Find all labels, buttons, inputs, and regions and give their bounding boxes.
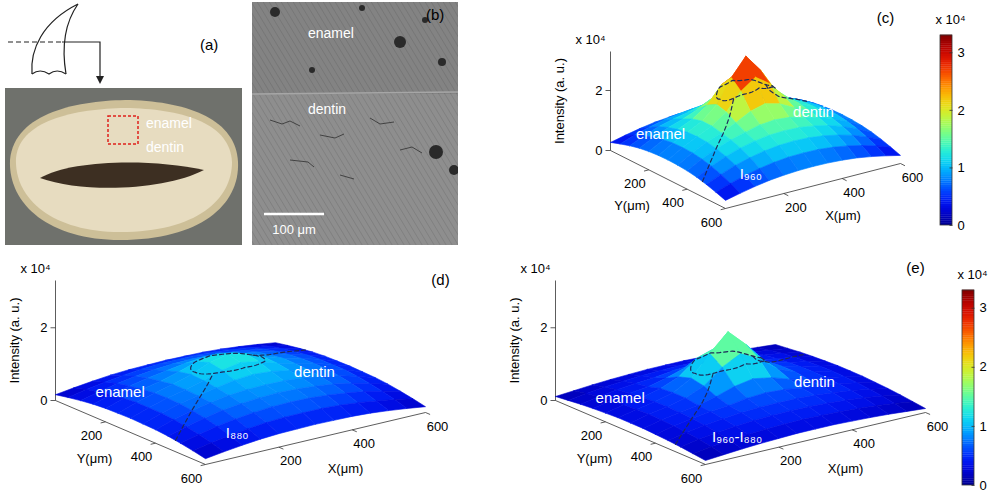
svg-text:200: 200 [785,200,807,215]
svg-text:2: 2 [540,320,547,335]
svg-text:600: 600 [427,419,449,434]
svg-text:enamel: enamel [308,25,354,41]
svg-text:x 10⁴: x 10⁴ [521,261,551,276]
svg-text:0: 0 [40,393,47,408]
svg-text:X(μm): X(μm) [828,461,864,476]
svg-text:1: 1 [958,160,965,175]
svg-text:400: 400 [843,185,865,200]
svg-text:100 μm: 100 μm [272,222,316,237]
svg-text:(a): (a) [200,36,218,53]
svg-text:400: 400 [353,436,375,451]
svg-text:200: 200 [624,176,646,191]
svg-text:Intensity (a. u.): Intensity (a. u.) [507,298,522,384]
svg-text:I₉₆₀-I₈₈₀: I₉₆₀-I₈₈₀ [712,428,762,445]
svg-text:dentin: dentin [793,103,834,120]
svg-text:0: 0 [958,218,965,233]
svg-text:400: 400 [662,195,684,210]
svg-text:(d): (d) [431,271,449,288]
svg-text:0: 0 [980,478,987,493]
svg-text:dentin: dentin [794,373,835,390]
svg-text:1: 1 [980,419,987,434]
svg-text:0: 0 [540,393,547,408]
svg-text:Y(μm): Y(μm) [577,451,613,466]
svg-text:3: 3 [958,45,965,60]
svg-text:2: 2 [595,83,602,98]
svg-text:3: 3 [980,300,987,315]
svg-text:200: 200 [280,453,302,468]
svg-text:enamel: enamel [636,125,685,142]
svg-text:X(μm): X(μm) [825,208,861,223]
svg-text:200: 200 [581,428,603,443]
svg-text:I₈₈₀: I₈₈₀ [226,424,249,441]
svg-text:600: 600 [701,215,723,230]
svg-text:(c): (c) [877,9,895,26]
svg-text:400: 400 [631,449,653,464]
svg-text:600: 600 [681,471,703,486]
svg-text:dentin: dentin [294,363,335,380]
svg-text:x 10⁴: x 10⁴ [576,32,606,47]
svg-text:(e): (e) [906,259,924,276]
svg-text:Intensity (a. u.): Intensity (a. u.) [552,58,567,144]
svg-text:X(μm): X(μm) [328,461,364,476]
svg-text:(b): (b) [426,6,444,23]
svg-text:dentin: dentin [308,101,346,117]
svg-text:enamel: enamel [96,383,145,400]
svg-text:Intensity (a. u.): Intensity (a. u.) [7,298,22,384]
svg-text:600: 600 [927,419,949,434]
svg-text:I₉₆₀: I₉₆₀ [740,165,762,182]
svg-text:200: 200 [780,453,802,468]
svg-text:x 10⁴: x 10⁴ [957,267,987,282]
svg-text:2: 2 [40,320,47,335]
svg-text:Y(μm): Y(μm) [77,451,113,466]
svg-text:400: 400 [131,449,153,464]
svg-text:2: 2 [958,103,965,118]
svg-text:2: 2 [980,359,987,374]
svg-text:600: 600 [902,170,924,185]
svg-text:enamel: enamel [146,115,192,131]
svg-text:200: 200 [81,428,103,443]
svg-text:x 10⁴: x 10⁴ [935,12,965,27]
svg-text:0: 0 [595,143,602,158]
svg-text:Y(μm): Y(μm) [614,198,650,213]
svg-text:600: 600 [181,471,203,486]
svg-text:400: 400 [853,436,875,451]
svg-text:dentin: dentin [146,139,184,155]
svg-text:enamel: enamel [596,389,645,406]
svg-text:x 10⁴: x 10⁴ [21,261,51,276]
